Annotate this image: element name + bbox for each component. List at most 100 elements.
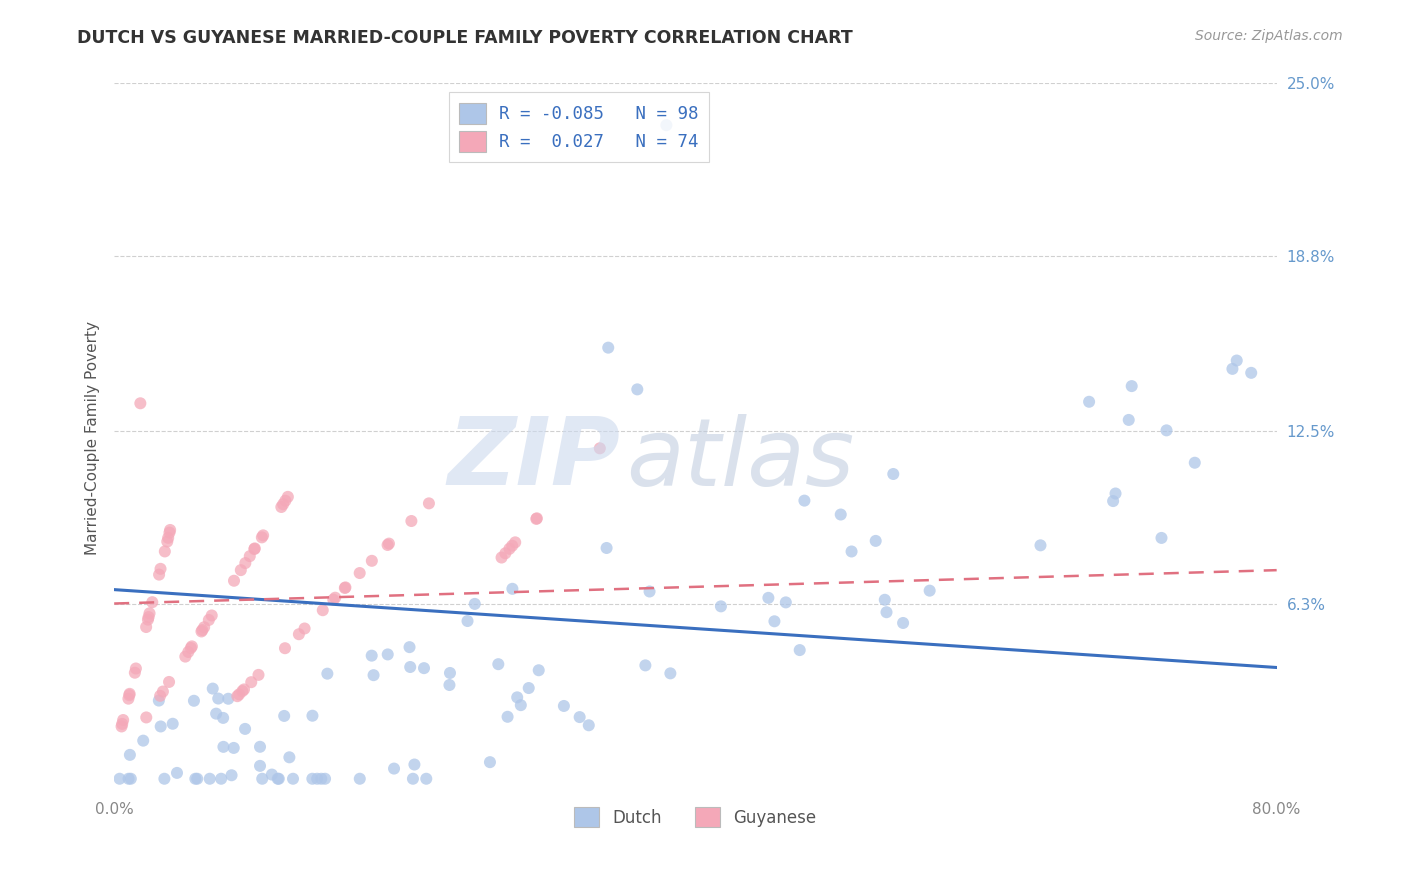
Point <box>382 762 405 776</box>
Point <box>638 584 661 599</box>
Text: ZIP: ZIP <box>447 413 620 506</box>
Point <box>626 383 648 397</box>
Point <box>457 614 479 628</box>
Text: Source: ZipAtlas.com: Source: ZipAtlas.com <box>1195 29 1343 43</box>
Point <box>233 722 256 736</box>
Point <box>193 620 215 634</box>
Point <box>506 690 529 705</box>
Point <box>273 709 295 723</box>
Point <box>162 716 184 731</box>
Point <box>159 523 181 537</box>
Point <box>136 613 159 627</box>
Point <box>398 640 420 654</box>
Point <box>288 627 311 641</box>
Point <box>526 511 548 525</box>
Point <box>191 623 214 637</box>
Point <box>252 528 274 542</box>
Point <box>876 605 898 619</box>
Point <box>222 574 245 588</box>
Point <box>267 772 290 786</box>
Point <box>111 717 134 731</box>
Point <box>221 768 243 782</box>
Point <box>250 530 273 544</box>
Point <box>177 645 200 659</box>
Point <box>793 493 815 508</box>
Point <box>271 497 294 511</box>
Point <box>108 772 131 786</box>
Point <box>117 691 139 706</box>
Point <box>125 661 148 675</box>
Point <box>149 689 172 703</box>
Point <box>1102 494 1125 508</box>
Point <box>118 687 141 701</box>
Point <box>494 546 516 560</box>
Point <box>789 643 811 657</box>
Point <box>243 542 266 557</box>
Point <box>209 772 232 786</box>
Point <box>141 595 163 609</box>
Point <box>659 666 682 681</box>
Point <box>402 772 425 786</box>
Point <box>316 666 339 681</box>
Point <box>157 531 180 545</box>
Point <box>159 525 181 540</box>
Point <box>655 118 678 132</box>
Point <box>281 772 304 786</box>
Point <box>267 772 290 786</box>
Point <box>1156 423 1178 437</box>
Point <box>186 772 208 786</box>
Point <box>1121 379 1143 393</box>
Point <box>118 747 141 762</box>
Point <box>153 772 176 786</box>
Point <box>180 640 202 654</box>
Point <box>413 661 436 675</box>
Legend: Dutch, Guyanese: Dutch, Guyanese <box>568 800 824 834</box>
Point <box>568 710 591 724</box>
Point <box>156 534 179 549</box>
Text: DUTCH VS GUYANESE MARRIED-COUPLE FAMILY POVERTY CORRELATION CHART: DUTCH VS GUYANESE MARRIED-COUPLE FAMILY … <box>77 29 853 46</box>
Point <box>229 563 252 577</box>
Point <box>439 665 461 680</box>
Point <box>112 713 135 727</box>
Point <box>501 582 523 596</box>
Point <box>152 684 174 698</box>
Point <box>294 622 316 636</box>
Point <box>198 772 221 786</box>
Point <box>589 442 612 456</box>
Point <box>198 613 221 627</box>
Point <box>322 592 344 607</box>
Point <box>260 767 283 781</box>
Point <box>233 682 256 697</box>
Point <box>763 615 786 629</box>
Point <box>301 708 323 723</box>
Point <box>830 508 852 522</box>
Point <box>918 583 941 598</box>
Point <box>377 538 399 552</box>
Point <box>312 603 335 617</box>
Point <box>1029 538 1052 552</box>
Point <box>226 689 249 703</box>
Point <box>212 739 235 754</box>
Point <box>1222 362 1244 376</box>
Point <box>124 665 146 680</box>
Point <box>1118 413 1140 427</box>
Point <box>503 535 526 549</box>
Point <box>174 649 197 664</box>
Point <box>201 681 224 696</box>
Point <box>439 678 461 692</box>
Point <box>349 566 371 580</box>
Point <box>595 541 617 555</box>
Point <box>598 341 620 355</box>
Point <box>1226 353 1249 368</box>
Point <box>149 562 172 576</box>
Point <box>578 718 600 732</box>
Point <box>278 750 301 764</box>
Point <box>307 772 329 786</box>
Point <box>117 772 139 786</box>
Point <box>129 396 152 410</box>
Point <box>873 592 896 607</box>
Point <box>138 610 160 624</box>
Point <box>527 663 550 677</box>
Point <box>1240 366 1263 380</box>
Point <box>212 711 235 725</box>
